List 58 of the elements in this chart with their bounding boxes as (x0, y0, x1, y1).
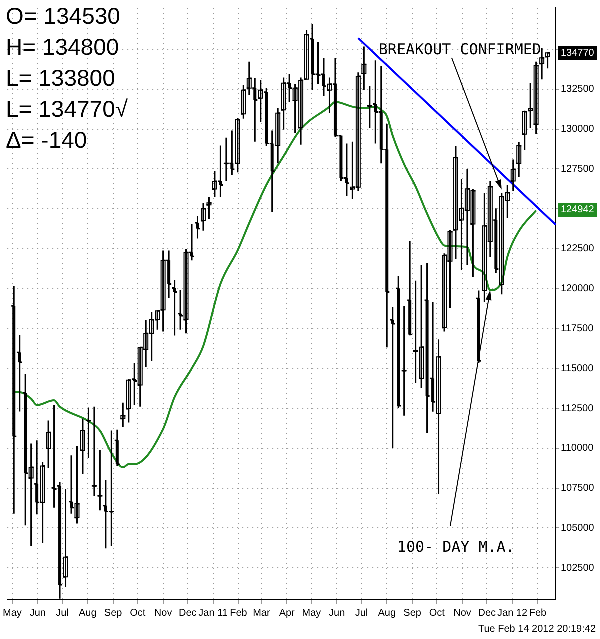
annotation: O= 134530 (6, 2, 120, 29)
candlestick (235, 117, 240, 174)
x-tick-label: Oct (429, 608, 446, 619)
y-tick-label: 105000 (561, 522, 595, 534)
candlestick (63, 488, 68, 588)
x-tick-label: Jul (56, 608, 69, 619)
y-tick-label: 107500 (561, 483, 595, 494)
annotation: 134770 (561, 48, 595, 59)
x-tick-label: Feb (230, 608, 248, 619)
candlestick (46, 420, 52, 470)
x-tick-label: Sep (404, 608, 422, 619)
y-tick-label: 115000 (561, 363, 594, 374)
x-tick-label: Oct (130, 608, 146, 619)
candlestick (522, 110, 528, 151)
y-tick-label: 117500 (561, 323, 594, 334)
x-tick-label: May (3, 608, 22, 619)
x-tick-label: Aug (78, 608, 97, 619)
y-tick-label: 127500 (561, 164, 595, 175)
y-tick-label: 122500 (561, 244, 595, 255)
candlestick (241, 84, 246, 120)
x-tick-label: Dec (179, 608, 197, 619)
x-tick-label: Nov (454, 608, 472, 619)
annotation: Δ= -140 (6, 126, 88, 153)
candlestick (200, 202, 206, 232)
x-tick-label: Feb (529, 608, 548, 619)
annotation: H= 134800 (6, 34, 120, 60)
candlestick (545, 52, 550, 70)
y-tick-label: 112500 (561, 403, 594, 414)
y-tick-label: 120000 (561, 284, 595, 295)
y-tick-label: 132500 (561, 84, 595, 96)
y-tick-label: 130000 (561, 124, 595, 136)
x-tick-label: May (302, 608, 322, 619)
candlestick (120, 402, 126, 428)
x-tick-label: Jan 11 (198, 608, 228, 619)
x-tick-label: Dec (478, 608, 496, 619)
candlestick (540, 48, 545, 80)
y-tick-label: 110000 (561, 443, 594, 454)
text: Tue Feb 14 2012 20:19:42 (478, 624, 596, 635)
x-tick-label: Sep (104, 608, 123, 619)
annotation: L= 134770√ (6, 96, 128, 122)
candlestick (362, 46, 367, 92)
x-tick-label: Apr (279, 608, 296, 619)
x-tick-label: Jan 12 (498, 608, 528, 619)
x-tick-label: Nov (154, 608, 172, 619)
x-tick-label: Jul (355, 608, 368, 619)
candlestick (516, 141, 522, 178)
candlestick (510, 159, 516, 192)
x-tick-label: Mar (253, 608, 271, 619)
x-tick-label: Aug (378, 608, 396, 619)
candlestick (206, 196, 212, 220)
annotation: BREAKOUT CONFIRMED (378, 40, 542, 58)
x-tick-label: Jun (329, 608, 346, 619)
x-tick-label: Jun (30, 608, 46, 619)
candlestick (80, 418, 86, 476)
y-tick-label: 102500 (561, 562, 595, 574)
annotation: L= 133800 (6, 64, 116, 91)
annotation: 100- DAY M.A. (397, 538, 515, 556)
annotation: 124942 (561, 204, 595, 216)
